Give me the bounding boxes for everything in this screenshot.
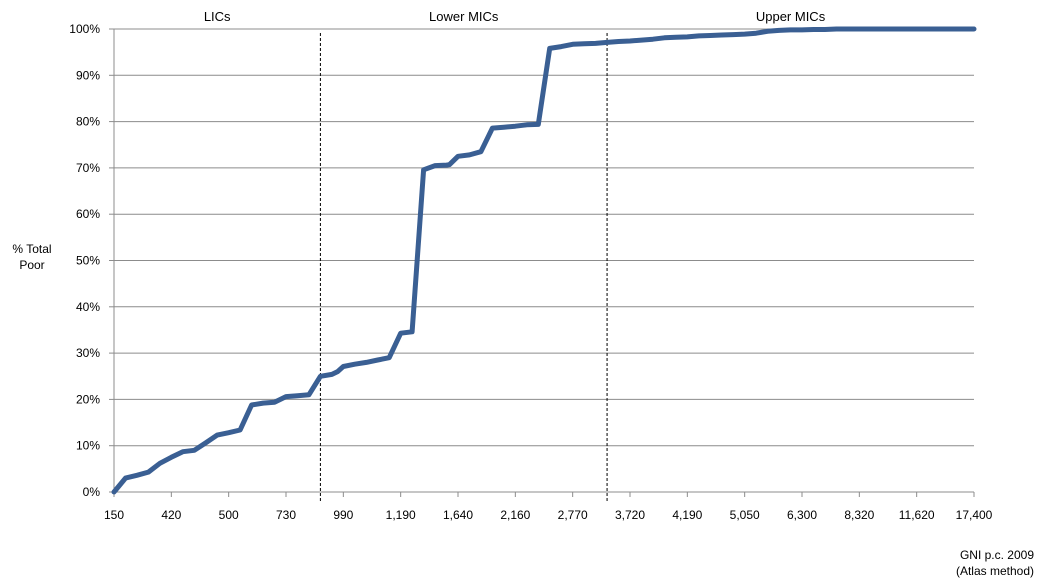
x-tick-label: 730 bbox=[276, 508, 296, 522]
y-axis-title-line-2: Poor bbox=[19, 258, 45, 272]
x-tick-label: 11,620 bbox=[899, 508, 935, 522]
y-tick-label: 80% bbox=[76, 115, 100, 129]
y-tick-label: 50% bbox=[76, 254, 100, 268]
x-tick-label: 3,720 bbox=[615, 508, 645, 522]
y-tick-label: 100% bbox=[69, 22, 100, 36]
x-axis-title: GNI p.c. 2009 (Atlas method) bbox=[956, 547, 1034, 579]
x-tick-label: 1,640 bbox=[443, 508, 473, 522]
x-tick-label: 5,050 bbox=[730, 508, 760, 522]
y-tick-label: 70% bbox=[76, 161, 100, 175]
x-tick-label: 150 bbox=[104, 508, 124, 522]
x-tick-label: 420 bbox=[161, 508, 181, 522]
y-tick-label: 20% bbox=[76, 392, 100, 406]
x-tick-label: 990 bbox=[333, 508, 353, 522]
x-axis-title-line-1: GNI p.c. 2009 bbox=[959, 548, 1034, 562]
y-tick-label: 10% bbox=[76, 439, 100, 453]
x-tick-label: 6,300 bbox=[787, 508, 817, 522]
y-tick-label: 90% bbox=[76, 68, 100, 82]
y-axis-title: % Total Poor bbox=[4, 241, 60, 273]
x-tick-label: 8,320 bbox=[844, 508, 874, 522]
y-tick-label: 60% bbox=[76, 207, 100, 221]
series-line bbox=[111, 26, 977, 495]
y-tick-label: 0% bbox=[83, 485, 101, 499]
region-label: Lower MICs bbox=[429, 9, 499, 24]
x-tick-label: 4,190 bbox=[672, 508, 702, 522]
x-tick-label: 500 bbox=[219, 508, 239, 522]
y-axis-title-line-1: % Total bbox=[12, 242, 52, 256]
x-tick-label: 2,770 bbox=[558, 508, 588, 522]
y-tick-label: 40% bbox=[76, 300, 100, 314]
y-tick-label: 30% bbox=[76, 346, 100, 360]
x-tick-label: 1,190 bbox=[386, 508, 416, 522]
region-label: LICs bbox=[204, 9, 231, 24]
region-label: Upper MICs bbox=[756, 9, 826, 24]
x-tick-label: 2,160 bbox=[500, 508, 530, 522]
x-tick-label: 17,400 bbox=[956, 508, 993, 522]
x-axis-title-line-2: (Atlas method) bbox=[955, 564, 1034, 578]
